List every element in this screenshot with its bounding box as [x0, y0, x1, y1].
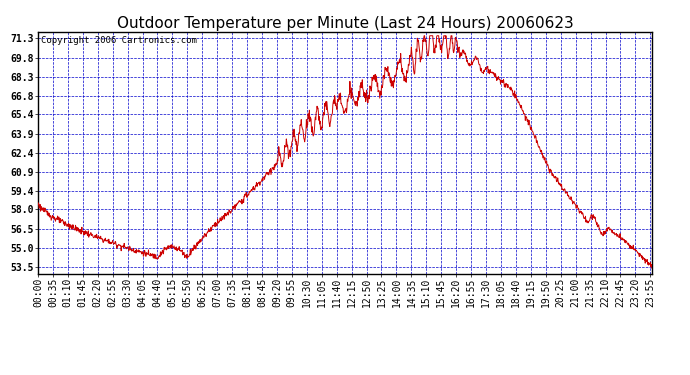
Title: Outdoor Temperature per Minute (Last 24 Hours) 20060623: Outdoor Temperature per Minute (Last 24 … — [117, 16, 573, 31]
Text: Copyright 2006 Cartronics.com: Copyright 2006 Cartronics.com — [41, 36, 197, 45]
